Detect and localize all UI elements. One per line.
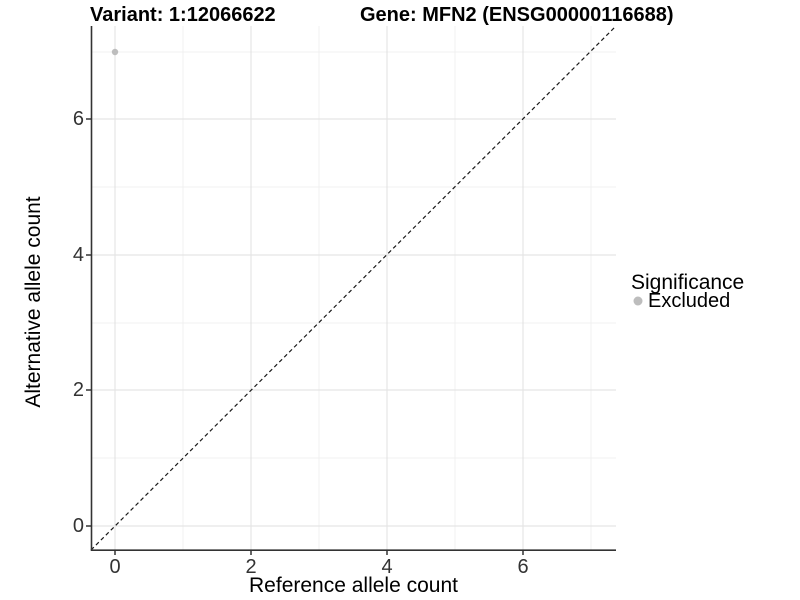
legend-item-label-excluded: Excluded	[648, 290, 731, 312]
y-tick-label-0: 0	[72, 515, 84, 537]
y-tick-label-4: 4	[72, 244, 84, 266]
y-axis-title: Alternative allele count	[22, 196, 45, 408]
x-axis-title: Reference allele count	[249, 574, 458, 597]
plot-title-gene: Gene: MFN2 (ENSG00000116688)	[360, 4, 674, 26]
y-tick-label-6: 6	[72, 108, 84, 130]
legend-title: Significance	[631, 271, 745, 294]
data-point-excluded	[111, 48, 119, 56]
x-tick-label-6: 6	[517, 556, 529, 578]
x-tick-label-4: 4	[381, 556, 393, 578]
grid-minor-horizontal	[91, 51, 616, 459]
y-tick-label-2: 2	[72, 379, 84, 401]
identity-reference-line	[90, 25, 617, 551]
x-axis-ticks	[114, 550, 524, 555]
grid-major-horizontal	[91, 118, 616, 527]
y-axis-ticks	[86, 118, 91, 527]
x-tick-label-2: 2	[245, 556, 257, 578]
grid-major-vertical	[114, 26, 524, 550]
grid-minor-vertical	[182, 26, 592, 550]
plot-title-variant: Variant: 1:12066622	[90, 4, 276, 26]
legend-key-dot-excluded	[633, 296, 643, 306]
x-tick-label-0: 0	[109, 556, 121, 578]
